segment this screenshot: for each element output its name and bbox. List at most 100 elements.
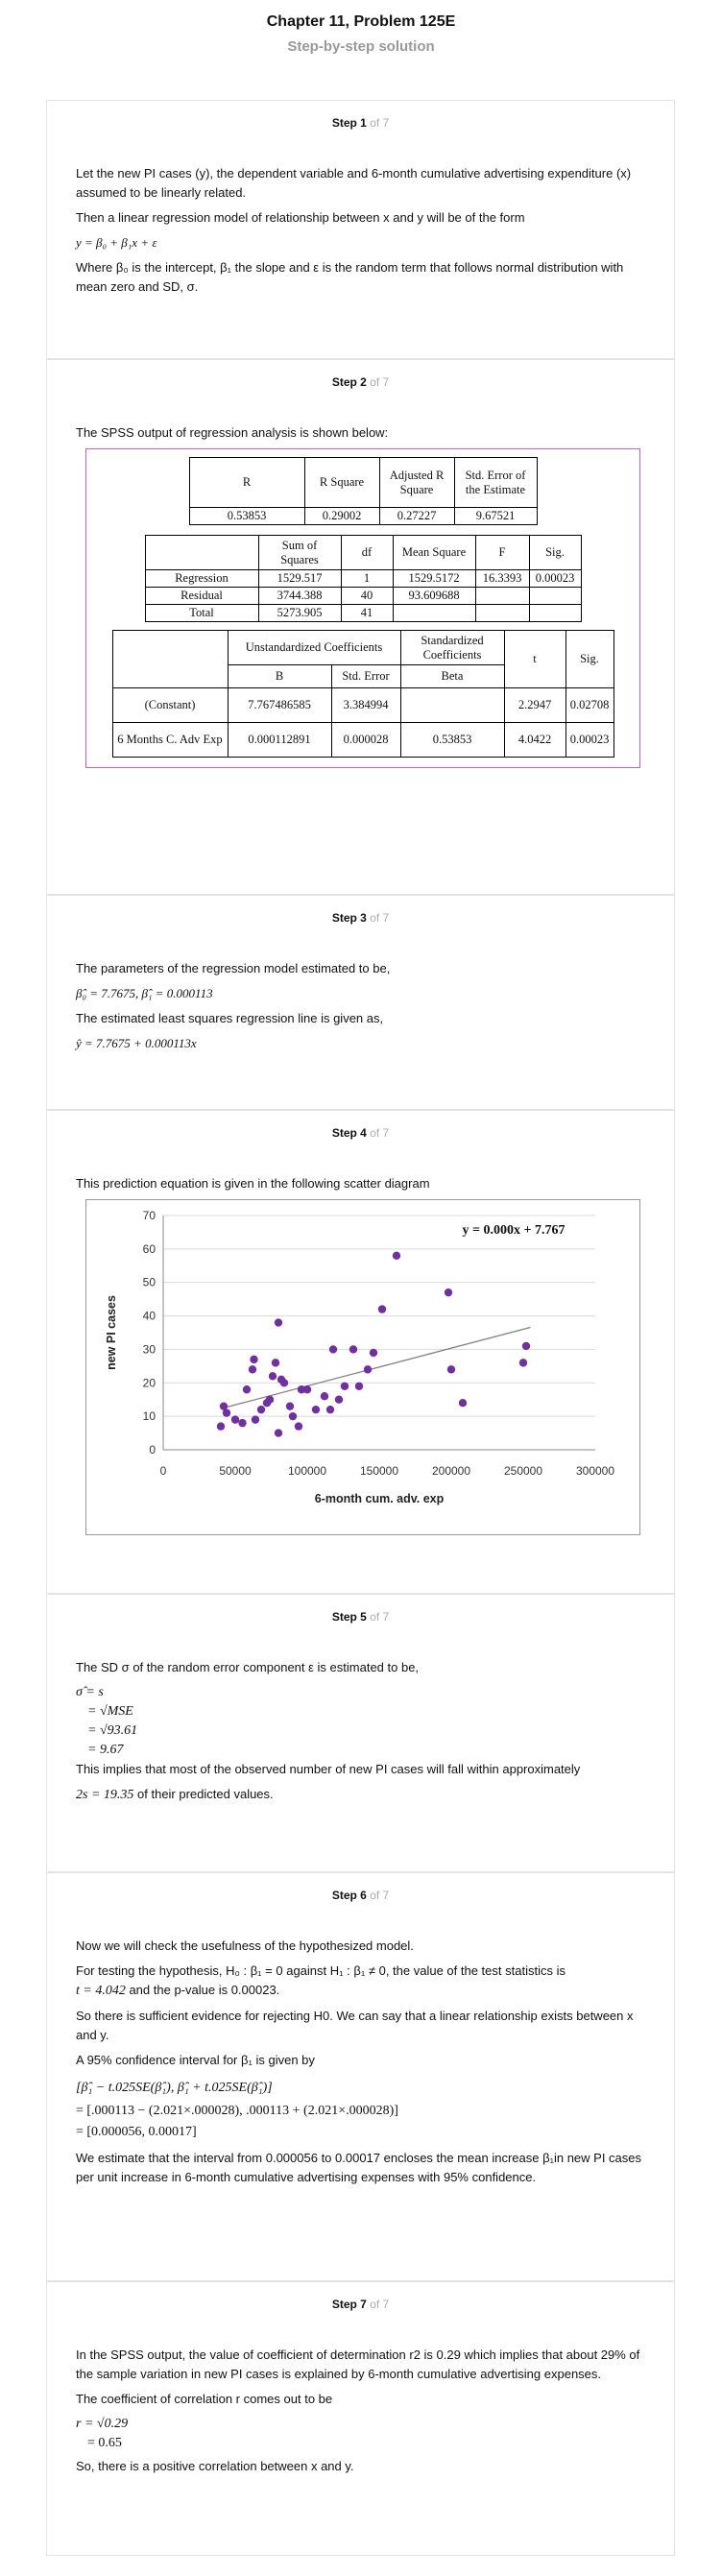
anova-header-sig: Sig. [528,535,582,570]
coef-header-unstd: Unstandardized Coefficients [227,630,401,665]
step-7-card: Step 7 of 7 In the SPSS output, the valu… [46,2281,675,2556]
data-point [250,1355,258,1364]
anova-cell: Total [144,604,259,622]
y-axis-title: new PI cases [105,1295,118,1370]
data-point [311,1405,321,1414]
coef-header-t: t [503,630,566,688]
step-1-card: Step 1 of 7 Let the new PI cases (y), th… [46,100,675,359]
step-1-count: of 7 [366,116,390,130]
data-point [377,1305,387,1313]
data-point [274,1318,283,1327]
data-point [222,1408,231,1417]
data-point [265,1395,275,1404]
coef-header-beta: Beta [399,664,505,688]
step-6-ci-2: = [.000113 − (2.021×.000028), .000113 + … [76,2104,398,2118]
data-point [248,1365,257,1374]
step-7-text-1: In the SPSS output, the value of coeffic… [76,2347,640,2381]
data-point [458,1399,468,1408]
step-3-line: ŷ = 7.7675 + 0.000113x [76,1036,197,1050]
step-5-line-2: = √MSE [87,1704,133,1719]
step-7-r-1: r = √0.29 [76,2417,129,2431]
coef-row: (Constant) 7.767486585 3.384994 2.2947 0.027… [111,687,614,723]
coef-cell: 0.000028 [330,722,401,758]
coef-cell: 2.2947 [503,687,566,723]
anova-header-blank [144,535,259,570]
data-point [325,1405,335,1414]
data-point [274,1429,283,1437]
anova-row: Residual 3744.388 40 93.609688 [144,587,582,605]
page-subtitle: Step-by-step solution [287,38,435,55]
anova-cell: 93.609688 [392,587,476,605]
data-point [446,1365,456,1374]
data-point [251,1415,260,1424]
step-7-heading: Step 7 of 7 [76,2298,645,2311]
data-point [369,1348,378,1358]
step-7-text-2: The coefficient of correlation r comes o… [76,2392,333,2406]
anova-row: Total 5273.905 41 [144,604,582,622]
anova-cell [474,604,530,622]
step-3-card: Step 3 of 7 The parameters of the regres… [46,895,675,1110]
step-6-text-4: So there is sufficient evidence for reje… [76,2009,634,2042]
anova-header-df: df [340,535,394,570]
coef-cell: 0.000112891 [227,722,332,758]
step-6-text-3: t = 4.042 and the p-value is 0.00023. [76,1981,645,2001]
step-6-text-3-rest: and the p-value is 0.00023. [125,1983,280,1997]
coef-cell: 0.53853 [399,722,505,758]
anova-cell: 5273.905 [257,604,342,622]
step-5-heading: Step 5 of 7 [76,1610,645,1624]
anova-cell [392,604,476,622]
step-3-estimates: β̂₀ = 7.7675, β̂₁ = 0.000113 [76,986,213,1000]
data-point [340,1382,349,1390]
step-1-model: y = β₀ + β₁x + ε [76,235,157,250]
summary-std-error: 9.67521 [453,507,538,525]
step-2-heading: Step 2 of 7 [76,375,645,389]
step-6-text-6: We estimate that the interval from 0.000… [76,2151,642,2184]
data-point [256,1405,266,1414]
data-point [288,1411,298,1421]
step-5-two-s: 2s = 19.35 [76,1788,134,1802]
coef-cell: 7.767486585 [227,687,332,723]
step-1-heading: Step 1 of 7 [76,116,645,130]
step-2-label: Step 2 [331,375,367,389]
page-title: Chapter 11, Problem 125E [266,13,456,30]
x-tick-label: 0 [160,1464,167,1478]
step-5-count: of 7 [366,1610,390,1624]
x-axis-title: 6-month cum. adv. exp [315,1492,445,1505]
step-7-text-3: So, there is a positive correlation betw… [76,2459,354,2473]
step-4-card: Step 4 of 7 This prediction equation is … [46,1110,675,1594]
step-4-heading: Step 4 of 7 [76,1126,645,1140]
coef-row: 6 Months C. Adv Exp 0.000112891 0.000028 0.… [111,722,614,758]
coef-header-blank [111,630,229,688]
summary-header-r: R [188,457,305,508]
y-tick-label: 30 [143,1342,156,1356]
step-2-card: Step 2 of 7 The SPSS output of regressio… [46,359,675,895]
data-point [349,1345,358,1354]
x-tick-label: 50000 [219,1464,252,1478]
anova-cell [528,604,582,622]
summary-header-r-square: R Square [303,457,380,508]
step-7-count: of 7 [366,2298,390,2311]
trendline-equation: y = 0.000x + 7.767 [463,1223,566,1238]
coef-header-se: Std. Error [330,664,401,688]
y-tick-label: 60 [143,1242,156,1256]
data-point [294,1422,303,1431]
step-5-line-4: = 9.67 [87,1743,124,1757]
coef-header-sig: Sig. [565,630,614,688]
step-5-line-3: = √93.61 [87,1723,138,1738]
data-point [521,1341,531,1351]
y-tick-label: 20 [143,1376,156,1389]
coef-cell: 3.384994 [330,687,401,723]
step-5-text-1: The SD σ of the random error component ε… [76,1660,420,1674]
step-4-label: Step 4 [331,1126,367,1140]
data-point [279,1379,289,1387]
step-6-label: Step 6 [331,1889,367,1902]
data-point [518,1359,528,1367]
step-3-text-1: The parameters of the regression model e… [76,961,391,975]
summary-header-std-error: Std. Error of the Estimate [453,457,538,508]
summary-adj-r-square: 0.27227 [378,507,455,525]
anova-cell: 1529.5172 [392,569,476,588]
y-tick-label: 10 [143,1409,156,1423]
step-3-count: of 7 [366,911,390,925]
data-point [392,1251,401,1261]
step-3-heading: Step 3 of 7 [76,911,645,925]
